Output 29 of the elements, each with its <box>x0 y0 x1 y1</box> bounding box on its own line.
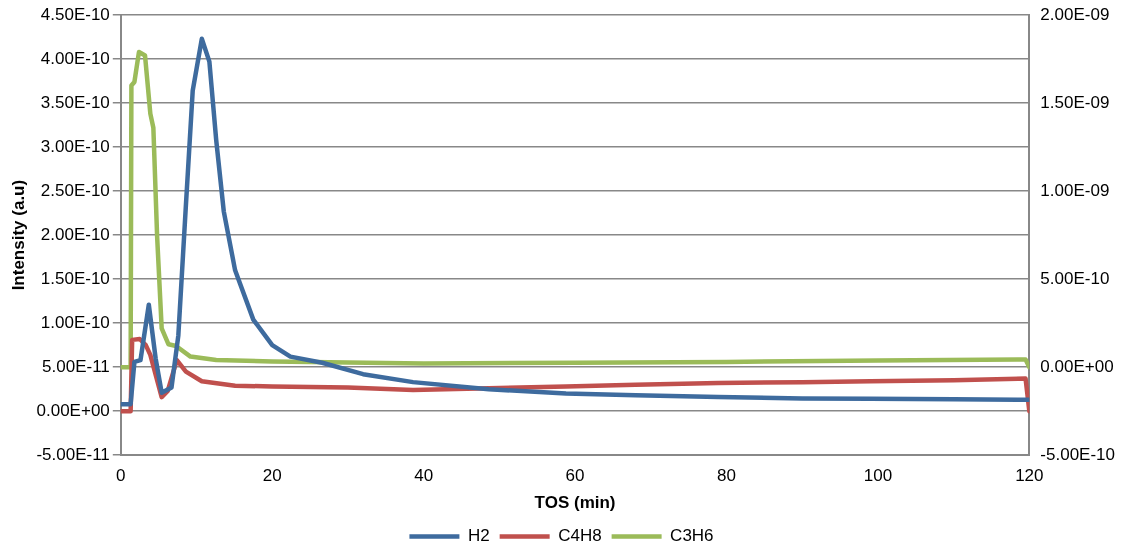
x-tick-label: 60 <box>565 466 585 486</box>
y-tick-label: 0.00E+00 <box>36 400 110 420</box>
x-tick-label: 0 <box>116 466 126 486</box>
legend-label: C4H8 <box>558 526 602 546</box>
y-tick-label: 3.50E-10 <box>40 92 110 112</box>
legend-label: C3H6 <box>670 526 714 546</box>
y2-tick-label: 0.00E+00 <box>1040 356 1114 376</box>
y-tick-label: 3.00E-10 <box>40 136 110 156</box>
x-tick-label: 100 <box>863 466 893 486</box>
y-tick-label: 4.00E-10 <box>40 48 110 68</box>
x-axis-title: TOS (min) <box>534 493 616 513</box>
x-tick-label: 40 <box>414 466 434 486</box>
y2-tick-label: -5.00E-10 <box>1040 444 1116 464</box>
y-tick-label: 1.00E-10 <box>40 312 110 332</box>
y-tick-label: 5.00E-11 <box>42 356 110 376</box>
x-tick-label: 80 <box>717 466 736 486</box>
y-tick-label: -5.00E-11 <box>36 444 110 464</box>
x-tick-label: 120 <box>1015 466 1044 486</box>
y2-tick-label: 2.00E-09 <box>1040 4 1110 24</box>
y-tick-label: 1.50E-10 <box>40 268 110 288</box>
y2-tick-label: 5.00E-10 <box>1040 268 1110 288</box>
y-axis-title: Intensity (a.u) <box>8 179 28 291</box>
y2-tick-label: 1.00E-09 <box>1040 180 1110 200</box>
y2-tick-label: 1.50E-09 <box>1040 92 1110 112</box>
x-tick-label: 20 <box>262 466 282 486</box>
y-tick-label: 4.50E-10 <box>40 4 110 24</box>
legend-label: H2 <box>467 526 490 546</box>
y-tick-label: 2.50E-10 <box>40 180 110 200</box>
y-tick-label: 2.00E-10 <box>40 224 110 244</box>
